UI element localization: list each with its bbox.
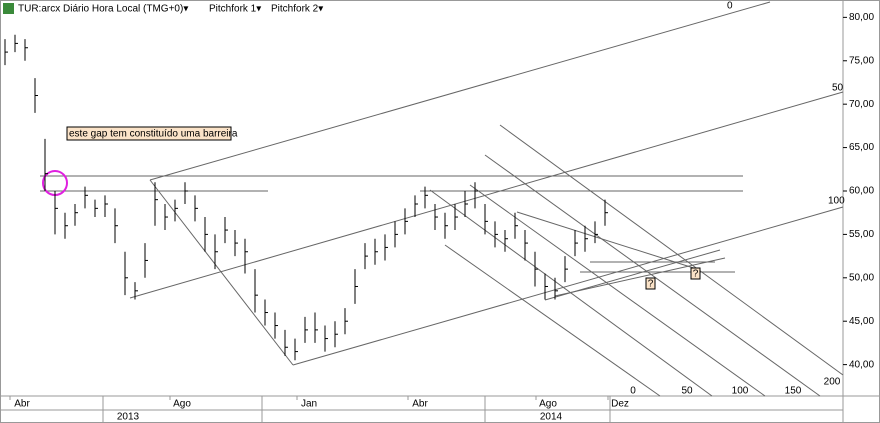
y-tick-label: 80,00 <box>849 12 874 23</box>
pitchfork-label: 200 <box>824 377 841 388</box>
y-tick-label: 75,00 <box>849 55 874 66</box>
pitchfork-label: 0 <box>630 386 636 397</box>
y-tick-label: 55,00 <box>849 229 874 240</box>
y-tick-label: 50,00 <box>849 272 874 283</box>
pitchfork-label: 100 <box>828 196 845 207</box>
drawings <box>3 1 844 397</box>
annotation: este gap tem constituído uma barreira <box>69 129 238 140</box>
pitchfork-label: 50 <box>832 83 844 94</box>
x-tick-label: Dez <box>611 399 629 410</box>
x-tick-label: Ago <box>539 399 557 410</box>
year-label: 2014 <box>540 412 563 423</box>
x-tick-label: Abr <box>14 399 30 410</box>
year-separators <box>102 396 611 423</box>
pitchfork-label: 50 <box>681 386 693 397</box>
chart-title[interactable]: TUR:arcx Diário Hora Local (TMG+0)▾ <box>18 4 188 15</box>
pitchfork-label: 100 <box>732 386 749 397</box>
year-label: 2013 <box>117 412 140 423</box>
y-tick-label: 40,00 <box>849 359 874 370</box>
question-box <box>690 267 701 280</box>
y-tick-label: 60,00 <box>849 186 874 197</box>
question-box <box>645 277 656 290</box>
question-mark: ? <box>648 279 654 290</box>
y-tick-label: 45,00 <box>849 316 874 327</box>
pitchfork-label: 0 <box>727 1 733 12</box>
x-tick-label: Abr <box>412 399 428 410</box>
annotation-box <box>66 126 232 141</box>
y-tick-label: 65,00 <box>849 142 874 153</box>
x-tick-label: Ago <box>173 399 191 410</box>
menu[interactable]: Pitchfork 2▾ <box>271 4 323 15</box>
y-tick-label: 70,00 <box>849 99 874 110</box>
question-mark: ? <box>693 269 699 280</box>
x-tick-label: Jan <box>301 399 317 410</box>
pitchfork-label: 150 <box>785 386 802 397</box>
menu[interactable]: Pitchfork 1▾ <box>209 4 261 15</box>
